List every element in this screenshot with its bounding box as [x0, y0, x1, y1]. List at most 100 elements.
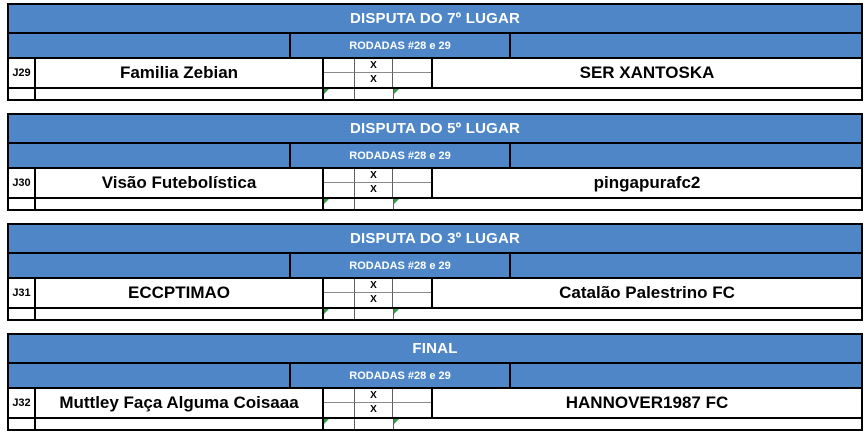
middle-cell[interactable]	[393, 403, 431, 417]
rounds-label: RODADAS #28 e 29	[349, 149, 451, 162]
rounds-label-cell: RODADAS #28 e 29	[291, 34, 511, 57]
match-id-cell[interactable]: J31	[9, 279, 36, 307]
block-title-bar: FINAL	[9, 335, 861, 364]
footer-cell[interactable]	[36, 199, 324, 209]
match-id-cell[interactable]: J29	[9, 59, 36, 87]
match-row: J29 Familia Zebian X SER XANTOSKA X	[9, 59, 861, 89]
footer-cell[interactable]	[393, 199, 431, 209]
middle-cell[interactable]	[393, 293, 431, 307]
rounds-label: RODADAS #28 e 29	[349, 369, 451, 382]
middle-cell[interactable]	[393, 389, 431, 403]
home-team-cell[interactable]: Familia Zebian	[36, 59, 324, 87]
rounds-spacer-left	[9, 34, 291, 57]
rounds-spacer-left	[9, 144, 291, 167]
x-mark-cell-top[interactable]: X	[354, 169, 393, 183]
rounds-spacer-left	[9, 364, 291, 387]
footer-cell[interactable]	[431, 89, 861, 99]
home-team-cell[interactable]: Visão Futebolística	[36, 169, 324, 197]
away-team-name: SER XANTOSKA	[579, 63, 715, 82]
rounds-label: RODADAS #28 e 29	[349, 259, 451, 272]
x-mark-cell-bottom[interactable]: X	[354, 293, 393, 307]
rounds-bar: RODADAS #28 e 29	[9, 144, 861, 169]
x-mark-cell-top[interactable]: X	[354, 389, 393, 403]
home-team-name: Muttley Faça Alguma Coisaaa	[59, 393, 299, 412]
away-team-cell[interactable]: pingapurafc2	[431, 169, 861, 197]
middle-cell[interactable]	[324, 169, 354, 183]
green-corner-marker-icon	[324, 89, 329, 94]
green-corner-marker-icon	[394, 199, 399, 204]
footer-cell[interactable]	[431, 309, 861, 319]
footer-cell[interactable]	[324, 419, 354, 429]
block-title: DISPUTA DO 3º LUGAR	[349, 230, 521, 247]
home-team-name: Visão Futebolística	[101, 173, 257, 192]
green-corner-marker-icon	[394, 89, 399, 94]
middle-cell[interactable]	[393, 183, 431, 197]
footer-cell[interactable]	[431, 419, 861, 429]
match-row: J32 Muttley Faça Alguma Coisaaa X HANNOV…	[9, 389, 861, 419]
away-team-cell[interactable]: Catalão Palestrino FC	[431, 279, 861, 307]
rounds-spacer-right	[511, 364, 861, 387]
footer-cell[interactable]	[393, 309, 431, 319]
home-team-name: Familia Zebian	[119, 63, 239, 82]
green-corner-marker-icon	[394, 309, 399, 314]
footer-cell[interactable]	[393, 419, 431, 429]
home-team-cell[interactable]: ECCPTIMAO	[36, 279, 324, 307]
middle-cell[interactable]	[393, 169, 431, 183]
away-team-name: Catalão Palestrino FC	[559, 283, 735, 302]
footer-cell[interactable]	[354, 89, 393, 99]
footer-cell[interactable]	[354, 199, 393, 209]
x-mark-cell-top[interactable]: X	[354, 279, 393, 293]
block-title-bar: DISPUTA DO 5º LUGAR	[9, 115, 861, 144]
footer-cell[interactable]	[354, 309, 393, 319]
x-mark-cell-top[interactable]: X	[354, 59, 393, 73]
middle-cell[interactable]	[324, 389, 354, 403]
middle-cell[interactable]	[393, 59, 431, 73]
middle-cell[interactable]	[324, 293, 354, 307]
middle-cell[interactable]	[324, 73, 354, 87]
footer-cell[interactable]	[36, 419, 324, 429]
middle-cell[interactable]	[324, 59, 354, 73]
rounds-bar: RODADAS #28 e 29	[9, 254, 861, 279]
x-mark-cell-bottom[interactable]: X	[354, 73, 393, 87]
block-3rd-place: DISPUTA DO 3º LUGAR RODADAS #28 e 29 J31…	[7, 223, 863, 321]
footer-cell[interactable]	[9, 309, 36, 319]
green-corner-marker-icon	[324, 309, 329, 314]
match-row: J31 ECCPTIMAO X Catalão Palestrino FC X	[9, 279, 861, 309]
rounds-label-cell: RODADAS #28 e 29	[291, 144, 511, 167]
middle-cell[interactable]	[324, 279, 354, 293]
footer-cell[interactable]	[9, 419, 36, 429]
footer-cell[interactable]	[324, 199, 354, 209]
x-mark-cell-bottom[interactable]: X	[354, 403, 393, 417]
footer-cell[interactable]	[36, 89, 324, 99]
footer-cell[interactable]	[324, 89, 354, 99]
footer-cell[interactable]	[9, 89, 36, 99]
home-team-cell[interactable]: Muttley Faça Alguma Coisaaa	[36, 389, 324, 417]
rounds-bar: RODADAS #28 e 29	[9, 364, 861, 389]
footer-cell[interactable]	[36, 309, 324, 319]
footer-row	[9, 199, 861, 209]
middle-cell[interactable]	[393, 279, 431, 293]
green-corner-marker-icon	[324, 419, 329, 424]
x-mark-cell-bottom[interactable]: X	[354, 183, 393, 197]
away-team-cell[interactable]: SER XANTOSKA	[431, 59, 861, 87]
match-id-cell[interactable]: J30	[9, 169, 36, 197]
footer-row	[9, 309, 861, 319]
footer-row	[9, 419, 861, 429]
middle-cell[interactable]	[324, 183, 354, 197]
footer-cell[interactable]	[431, 199, 861, 209]
footer-cell[interactable]	[393, 89, 431, 99]
rounds-bar: RODADAS #28 e 29	[9, 34, 861, 59]
rounds-spacer-left	[9, 254, 291, 277]
middle-cell[interactable]	[324, 403, 354, 417]
footer-cell[interactable]	[324, 309, 354, 319]
match-id-cell[interactable]: J32	[9, 389, 36, 417]
block-5th-place: DISPUTA DO 5º LUGAR RODADAS #28 e 29 J30…	[7, 113, 863, 211]
footer-cell[interactable]	[9, 199, 36, 209]
footer-cell[interactable]	[354, 419, 393, 429]
green-corner-marker-icon	[394, 419, 399, 424]
block-title-bar: DISPUTA DO 3º LUGAR	[9, 225, 861, 254]
middle-cell[interactable]	[393, 73, 431, 87]
block-title-bar: DISPUTA DO 7º LUGAR	[9, 5, 861, 34]
rounds-label: RODADAS #28 e 29	[349, 39, 451, 52]
away-team-cell[interactable]: HANNOVER1987 FC	[431, 389, 861, 417]
